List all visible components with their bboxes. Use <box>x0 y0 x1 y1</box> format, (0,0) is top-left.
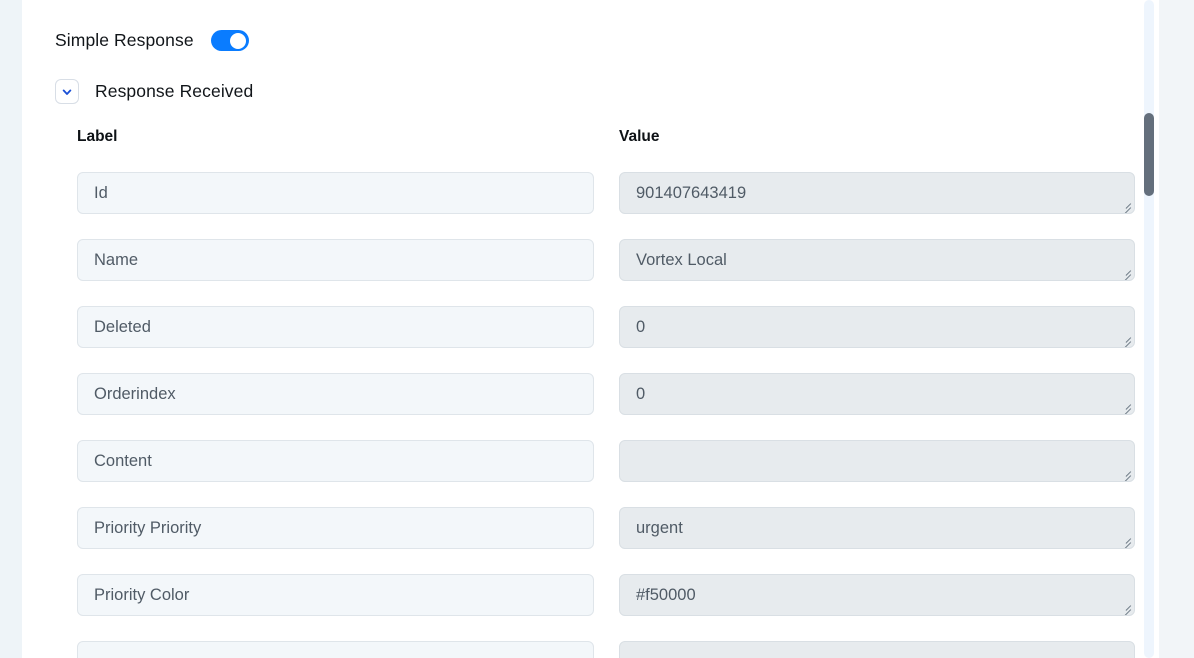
value-text: 0 <box>636 318 646 336</box>
field-rows: Id 901407643419 Name Vortex Local Deleted 0 Or… <box>22 172 1135 658</box>
label-input[interactable]: Deleted <box>77 306 594 348</box>
label-input[interactable]: Content <box>77 440 594 482</box>
left-gutter <box>0 0 22 658</box>
vertical-scrollbar-track[interactable] <box>1144 0 1154 658</box>
resize-handle-icon[interactable] <box>1119 265 1132 280</box>
label-input[interactable] <box>77 641 594 658</box>
table-row: Deleted 0 <box>22 306 1135 373</box>
value-textarea[interactable]: 901407643419 <box>619 172 1135 214</box>
resize-handle-icon[interactable] <box>1119 332 1132 347</box>
table-row: Priority Priority urgent <box>22 507 1135 574</box>
simple-response-row: Simple Response <box>55 30 249 51</box>
label-input[interactable]: Priority Priority <box>77 507 594 549</box>
label-input[interactable]: Orderindex <box>77 373 594 415</box>
toggle-knob <box>229 32 246 49</box>
chevron-down-icon <box>61 86 73 98</box>
label-input[interactable]: Id <box>77 172 594 214</box>
response-panel: Simple Response Response Received Label … <box>22 0 1159 658</box>
simple-response-label: Simple Response <box>55 30 194 50</box>
value-textarea[interactable]: urgent <box>619 507 1135 549</box>
value-text: 0 <box>636 385 646 403</box>
label-input[interactable]: Priority Color <box>77 574 594 616</box>
value-textarea[interactable]: Vortex Local <box>619 239 1135 281</box>
table-row <box>22 641 1135 658</box>
response-received-row: Response Received <box>55 79 253 104</box>
value-textarea[interactable] <box>619 440 1135 482</box>
resize-handle-icon[interactable] <box>1119 533 1132 548</box>
value-text: Vortex Local <box>636 251 727 269</box>
value-text: 901407643419 <box>636 184 747 202</box>
resize-handle-icon[interactable] <box>1119 399 1132 414</box>
section-title: Response Received <box>95 81 254 101</box>
resize-handle-icon[interactable] <box>1119 198 1132 213</box>
value-text: urgent <box>636 519 683 537</box>
value-textarea[interactable]: #f50000 <box>619 574 1135 616</box>
label-input[interactable]: Name <box>77 239 594 281</box>
table-row: Priority Color #f50000 <box>22 574 1135 641</box>
table-row: Orderindex 0 <box>22 373 1135 440</box>
resize-handle-icon[interactable] <box>1119 600 1132 615</box>
vertical-scrollbar-thumb[interactable] <box>1144 113 1154 196</box>
table-row: Name Vortex Local <box>22 239 1135 306</box>
panel-content: Simple Response Response Received Label … <box>22 0 1135 658</box>
simple-response-toggle[interactable] <box>210 30 249 51</box>
value-textarea[interactable]: 0 <box>619 306 1135 348</box>
collapse-toggle-button[interactable] <box>55 79 79 104</box>
value-textarea[interactable] <box>619 641 1135 658</box>
value-text: #f50000 <box>636 586 696 604</box>
table-row: Content <box>22 440 1135 507</box>
label-column-heading: Label <box>77 128 118 145</box>
table-row: Id 901407643419 <box>22 172 1135 239</box>
resize-handle-icon[interactable] <box>1119 466 1132 481</box>
value-textarea[interactable]: 0 <box>619 373 1135 415</box>
value-column-heading: Value <box>619 128 660 145</box>
right-gutter <box>1159 0 1194 658</box>
